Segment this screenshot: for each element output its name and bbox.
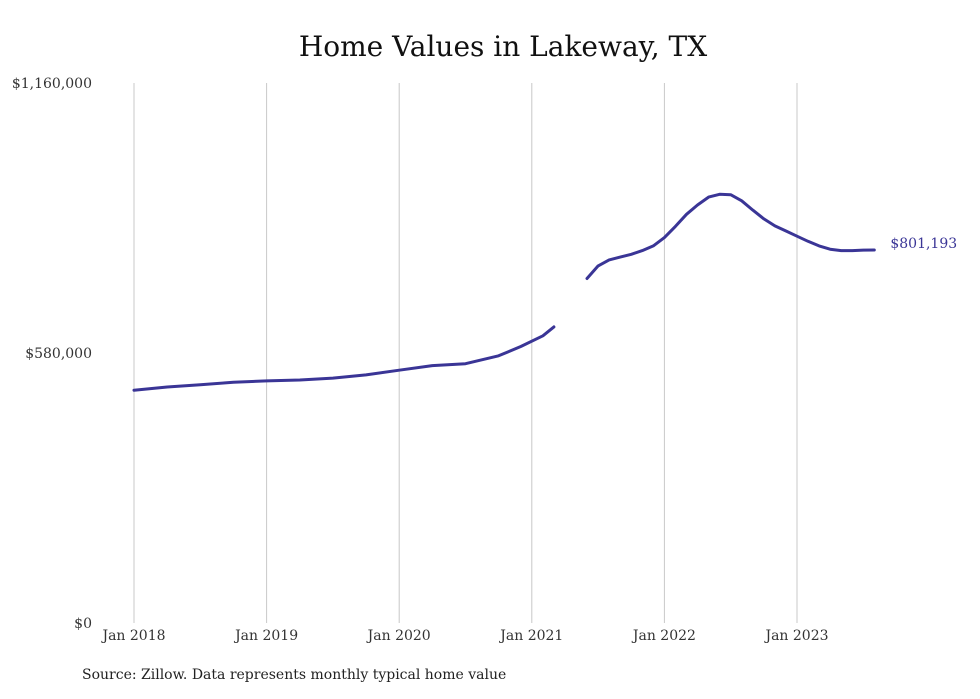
y-tick-label: $1,160,000 xyxy=(12,76,92,92)
end-value-label: $801,193 xyxy=(890,236,957,252)
source-note: Source: Zillow. Data represents monthly … xyxy=(82,667,507,683)
x-tick-label: Jan 2022 xyxy=(631,628,696,644)
y-tick-label: $0 xyxy=(74,616,92,632)
series-line xyxy=(585,192,876,280)
chart-title: Home Values in Lakeway, TX xyxy=(298,30,708,63)
series-line xyxy=(132,325,556,392)
y-tick-label: $580,000 xyxy=(25,346,92,362)
x-tick-label: Jan 2020 xyxy=(366,628,431,644)
x-tick-label: Jan 2018 xyxy=(100,628,165,644)
x-tick-label: Jan 2023 xyxy=(763,628,828,644)
x-tick-label: Jan 2019 xyxy=(233,628,298,644)
x-tick-label: Jan 2021 xyxy=(498,628,563,644)
